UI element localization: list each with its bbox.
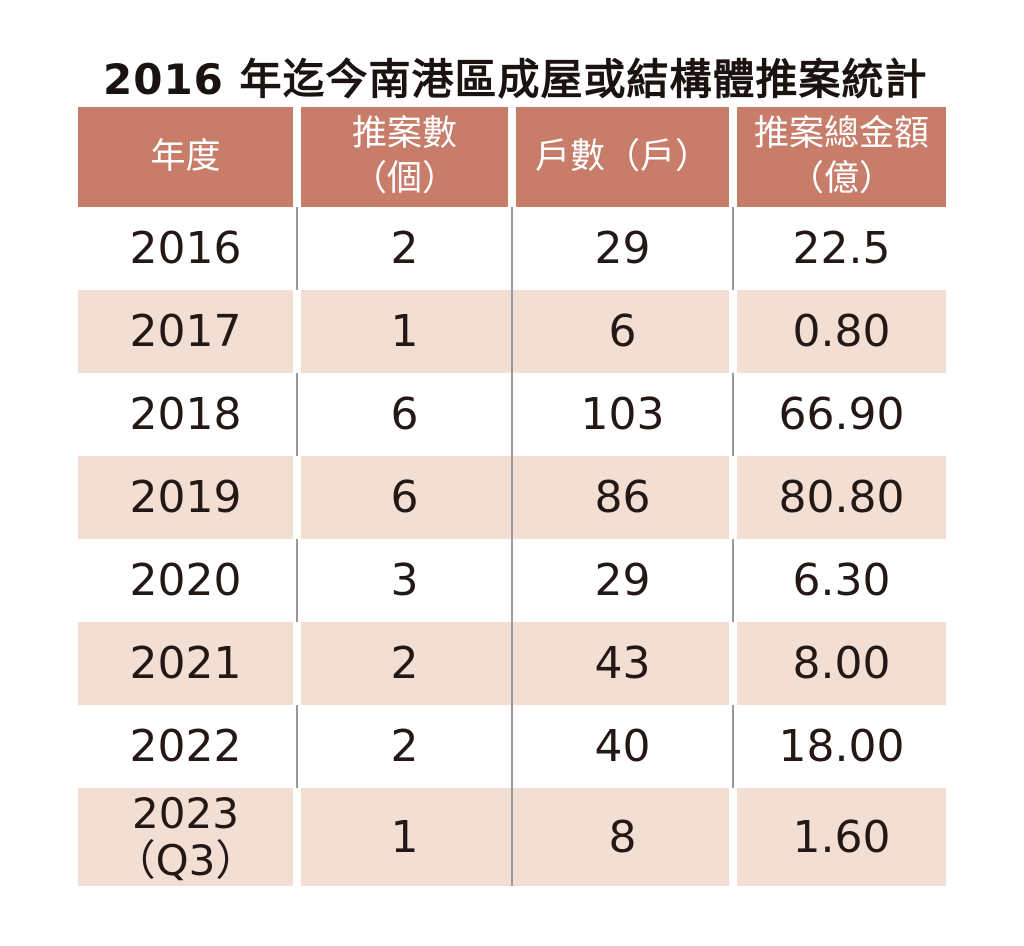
column-divider (293, 456, 301, 539)
column-divider (729, 107, 737, 207)
column-divider (293, 107, 301, 207)
cell-units-2023q3: 8 (516, 788, 729, 886)
cell-cases-2023q3: 1 (301, 788, 508, 886)
column-divider (508, 456, 516, 539)
cell-units-2016: 29 (516, 207, 729, 290)
stats-table: 年度 推案數 （個） 戶數（戶） 推案總金額 （億） 2016 (78, 107, 946, 886)
cell-year-2022: 2022 (78, 705, 293, 788)
column-divider (508, 788, 516, 886)
column-divider (293, 788, 301, 886)
col-header-year: 年度 (78, 107, 293, 207)
column-divider (293, 373, 301, 456)
cell-amount-2018: 66.90 (737, 373, 946, 456)
column-divider (508, 539, 516, 622)
column-divider (508, 373, 516, 456)
column-divider (729, 373, 737, 456)
column-divider (508, 207, 516, 290)
cell-amount-2023q3: 1.60 (737, 788, 946, 886)
cell-amount-2022: 18.00 (737, 705, 946, 788)
column-divider (508, 705, 516, 788)
col-header-amount-label: 推案總金額 (753, 114, 929, 155)
col-header-cases: 推案數 （個） (301, 107, 508, 207)
column-divider (293, 207, 301, 290)
column-divider (508, 107, 516, 207)
cell-units-2021: 43 (516, 622, 729, 705)
column-divider (293, 622, 301, 705)
column-divider (729, 290, 737, 373)
column-divider (729, 788, 737, 886)
col-header-units-label: 戶數（戶） (534, 136, 710, 177)
col-header-cases-label: 推案數 (351, 114, 457, 155)
column-divider (729, 705, 737, 788)
cell-cases-2018: 6 (301, 373, 508, 456)
cell-year-2017: 2017 (78, 290, 293, 373)
column-divider (729, 539, 737, 622)
column-divider (729, 207, 737, 290)
column-divider (729, 622, 737, 705)
cell-amount-2020: 6.30 (737, 539, 946, 622)
cell-units-2019: 86 (516, 456, 729, 539)
cell-cases-2016: 2 (301, 207, 508, 290)
cell-amount-2019: 80.80 (737, 456, 946, 539)
cell-cases-2017: 1 (301, 290, 508, 373)
col-header-units: 戶數（戶） (516, 107, 729, 207)
column-divider (508, 622, 516, 705)
col-header-amount: 推案總金額 （億） (737, 107, 946, 207)
cell-cases-2019: 6 (301, 456, 508, 539)
cell-cases-2022: 2 (301, 705, 508, 788)
cell-cases-2021: 2 (301, 622, 508, 705)
column-divider (293, 290, 301, 373)
cell-amount-2021: 8.00 (737, 622, 946, 705)
col-header-year-label: 年度 (150, 136, 221, 177)
column-divider (508, 290, 516, 373)
page-title: 2016 年迄今南港區成屋或結構體推案統計 (103, 55, 928, 104)
column-divider (293, 705, 301, 788)
cell-units-2018: 103 (516, 373, 729, 456)
cell-year-2016: 2016 (78, 207, 293, 290)
cell-amount-2017: 0.80 (737, 290, 946, 373)
cell-cases-2020: 3 (301, 539, 508, 622)
column-divider (729, 456, 737, 539)
cell-year-2019: 2019 (78, 456, 293, 539)
column-divider (293, 539, 301, 622)
cell-year-2018: 2018 (78, 373, 293, 456)
cell-amount-2016: 22.5 (737, 207, 946, 290)
cell-units-2017: 6 (516, 290, 729, 373)
cell-year-2020: 2020 (78, 539, 293, 622)
cell-year-2023q3: 2023 （Q3） (78, 788, 293, 886)
cell-year-2021: 2021 (78, 622, 293, 705)
cell-units-2022: 40 (516, 705, 729, 788)
cell-units-2020: 29 (516, 539, 729, 622)
